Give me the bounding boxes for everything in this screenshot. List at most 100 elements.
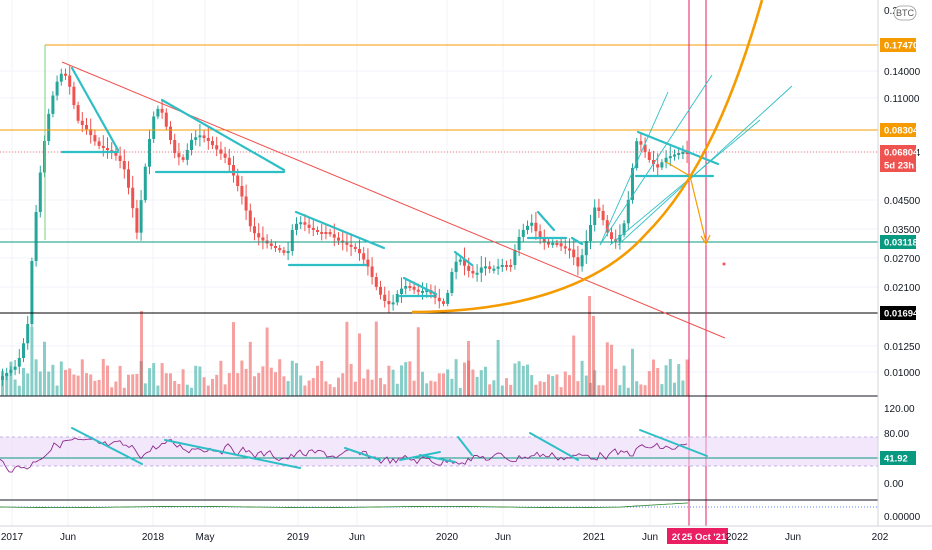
candle-body bbox=[122, 161, 126, 170]
candle-body bbox=[131, 187, 135, 209]
price-tick-label: 0.03500 bbox=[884, 225, 921, 236]
candle-body bbox=[290, 230, 294, 251]
volume-bar bbox=[610, 344, 613, 396]
candle-body bbox=[391, 302, 395, 305]
volume-bar bbox=[80, 359, 84, 396]
volume-bar bbox=[148, 368, 151, 396]
candle-body bbox=[160, 108, 164, 113]
candle-body bbox=[505, 265, 508, 267]
candle-body bbox=[454, 261, 458, 272]
candle-body bbox=[479, 267, 483, 273]
candle-body bbox=[492, 268, 496, 271]
volume-bar bbox=[433, 381, 437, 396]
candle-body bbox=[668, 156, 672, 159]
volume-bar bbox=[332, 387, 336, 396]
volume-layer bbox=[1, 296, 689, 396]
volume-bar bbox=[395, 383, 399, 396]
volume-bar bbox=[17, 385, 21, 396]
volume-bar bbox=[320, 360, 324, 396]
candle-body bbox=[496, 266, 500, 269]
volume-bar bbox=[542, 381, 546, 396]
candle-body bbox=[139, 200, 143, 233]
rsi-trendline bbox=[529, 432, 579, 461]
pattern-trendline bbox=[402, 276, 438, 296]
candle-body bbox=[450, 272, 454, 293]
volume-bar bbox=[551, 376, 555, 396]
volume-bar bbox=[265, 327, 269, 396]
volume-bar bbox=[513, 363, 517, 396]
volume-spike bbox=[140, 311, 143, 396]
x-tick-label: May bbox=[196, 532, 215, 543]
volume-bar bbox=[5, 374, 9, 396]
pattern-trendline bbox=[636, 130, 720, 166]
volume-bar bbox=[614, 368, 618, 396]
volume-bar bbox=[274, 372, 277, 396]
rsi-value-label: 41.92 bbox=[884, 454, 908, 465]
candle-body bbox=[458, 259, 462, 262]
volume-bar bbox=[677, 364, 681, 396]
candle-body bbox=[227, 157, 231, 165]
candle-body bbox=[1, 376, 4, 380]
candle-body bbox=[135, 208, 139, 233]
candle-body bbox=[211, 141, 214, 146]
candle-body bbox=[446, 293, 450, 304]
candle-body bbox=[34, 212, 38, 261]
pattern-trendline bbox=[160, 98, 286, 172]
candle-body bbox=[551, 242, 555, 245]
volume-bar bbox=[236, 373, 240, 396]
volume-bar bbox=[383, 384, 387, 396]
volume-bar bbox=[345, 321, 349, 396]
candle-body bbox=[408, 286, 412, 288]
x-tick-label: 2017 bbox=[1, 532, 24, 543]
fan-line bbox=[617, 85, 793, 246]
volume-bar bbox=[324, 381, 328, 396]
volume-bar bbox=[131, 374, 135, 396]
volume-bar bbox=[278, 359, 282, 396]
candle-body bbox=[370, 266, 374, 277]
rsi-trendline bbox=[419, 454, 456, 463]
volume-bar bbox=[362, 378, 366, 396]
candle-body bbox=[143, 166, 147, 201]
candle-body bbox=[681, 152, 685, 154]
volume-bar bbox=[509, 384, 513, 396]
volume-bar bbox=[660, 384, 664, 396]
volume-bar bbox=[34, 359, 38, 396]
price-tick-label: 0.02700 bbox=[884, 254, 921, 265]
price-tag: 0.06804 bbox=[880, 145, 919, 159]
candle-body bbox=[656, 164, 660, 168]
candle-body bbox=[517, 237, 521, 250]
candle-body bbox=[538, 231, 542, 239]
x-tick-label: 25 Oct '21 bbox=[682, 532, 727, 543]
volume-bar bbox=[408, 361, 412, 396]
symbol-badge[interactable] bbox=[893, 5, 917, 21]
price-tag: 0.17470 bbox=[880, 38, 918, 52]
long-downtrend-line bbox=[61, 61, 726, 339]
candle-body bbox=[580, 255, 584, 267]
candle-body bbox=[55, 81, 59, 96]
candle-body bbox=[379, 286, 382, 295]
volume-bar bbox=[76, 375, 80, 396]
volume-bar bbox=[194, 365, 198, 396]
candle-body bbox=[5, 372, 9, 377]
candle-body bbox=[601, 211, 605, 221]
volume-bar bbox=[437, 373, 441, 396]
volume-bar bbox=[127, 374, 130, 396]
volume-bar bbox=[404, 362, 408, 396]
volume-bar bbox=[505, 378, 508, 396]
volume-bar bbox=[51, 364, 55, 396]
candle-body bbox=[22, 343, 25, 358]
price-tick-label: 0.02100 bbox=[884, 283, 921, 294]
price-tag: 0.08304 bbox=[880, 123, 919, 137]
candle-body bbox=[647, 152, 651, 160]
candle-body bbox=[547, 242, 550, 245]
candle-body bbox=[488, 266, 492, 269]
x-tick-label: 2018 bbox=[142, 532, 165, 543]
volume-bar bbox=[68, 368, 72, 396]
candle-body bbox=[353, 246, 357, 249]
price-tick-label: 0.01000 bbox=[884, 368, 921, 379]
candle-body bbox=[433, 293, 437, 298]
volume-bar bbox=[55, 385, 59, 396]
x-tick-label: 202 bbox=[872, 532, 889, 543]
price-tag-bg bbox=[880, 123, 916, 137]
candle-body bbox=[248, 210, 252, 227]
